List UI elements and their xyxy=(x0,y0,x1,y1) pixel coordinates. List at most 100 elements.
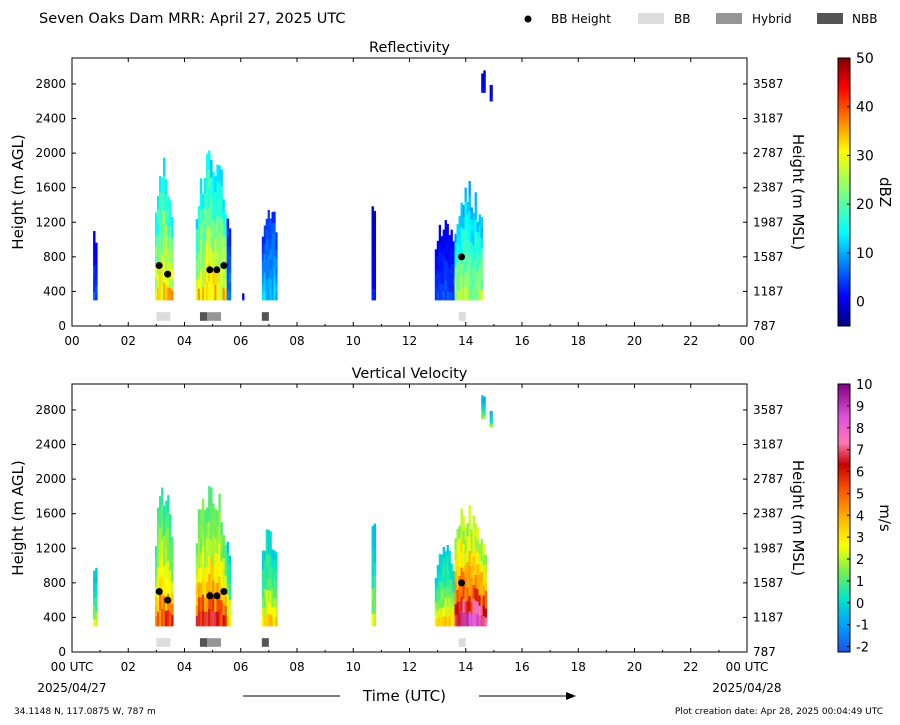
echo-pixel xyxy=(452,256,455,264)
echo-pixel xyxy=(204,208,207,224)
echo-pixel xyxy=(466,523,469,537)
echo-pixel xyxy=(169,287,172,301)
bb-height-marker xyxy=(213,592,221,600)
echo-pixel xyxy=(448,275,451,285)
echo-pixel xyxy=(167,248,170,262)
echo-pixel xyxy=(462,240,465,253)
echo-pixel xyxy=(464,215,467,231)
echo-pixel xyxy=(474,205,477,220)
echo-pixel xyxy=(438,243,442,254)
echo-pixel xyxy=(434,255,438,263)
legend-bb-height-marker xyxy=(524,15,532,23)
echo-pixel xyxy=(456,243,459,253)
echo-pixel xyxy=(265,601,268,615)
echo-pixel xyxy=(483,399,486,403)
echo-pixel xyxy=(468,195,471,212)
echo-pixel xyxy=(481,401,484,405)
echo-pixel xyxy=(216,215,219,233)
echo-pixel xyxy=(171,536,174,549)
echo-pixel xyxy=(472,212,475,224)
plot-creation-date: Plot creation date: Apr 28, 2025 00:04:4… xyxy=(675,707,883,717)
echo-pixel xyxy=(157,235,160,249)
echo-pixel xyxy=(171,547,174,560)
echo-pixel xyxy=(460,239,463,252)
echo-pixel xyxy=(446,233,449,244)
echo-pixel xyxy=(481,73,484,77)
echo-pixel xyxy=(436,595,440,604)
echo-pixel xyxy=(481,404,484,408)
echo-pixel xyxy=(464,243,467,259)
echo-pixel xyxy=(208,556,211,574)
y2-tick-label: 2787 xyxy=(753,472,784,486)
echo-pixel xyxy=(273,607,276,617)
echo-pixel xyxy=(450,273,453,283)
echo-pixel xyxy=(456,553,459,566)
x-tick-label: 18 xyxy=(571,660,586,674)
echo-pixel xyxy=(483,87,486,91)
bb-height-marker xyxy=(220,261,228,269)
echo-pixel xyxy=(269,543,272,556)
echo-pixel xyxy=(263,597,267,608)
echo-pixel xyxy=(489,97,493,100)
echo-pixel xyxy=(271,212,274,224)
echo-pixel xyxy=(464,613,467,627)
echo-pixel xyxy=(159,577,162,594)
echo-pixel xyxy=(165,224,168,240)
bb-type-bar xyxy=(261,312,269,321)
echo-pixel xyxy=(206,507,209,523)
echo-pixel xyxy=(93,282,96,292)
y-axis-label: Height (m AGL) xyxy=(9,134,27,249)
x-tick-label: 00 xyxy=(64,334,79,348)
echo-pixel xyxy=(206,522,209,538)
echo-pixel xyxy=(212,564,215,581)
echo-pixel xyxy=(480,593,483,605)
echo-pixel xyxy=(171,570,174,582)
echo-pixel xyxy=(210,282,213,301)
echo-pixel xyxy=(444,250,447,261)
echo-pixel xyxy=(195,553,199,565)
echo-pixel xyxy=(446,271,449,282)
echo-pixel xyxy=(440,260,443,269)
echo-pixel xyxy=(464,187,467,202)
echo-pixel xyxy=(263,616,267,627)
echo-pixel xyxy=(481,75,484,79)
echo-pixel xyxy=(95,271,98,279)
echo-pixel xyxy=(222,557,225,570)
echo-pixel xyxy=(275,257,278,267)
echo-pixel xyxy=(454,242,457,251)
echo-pixel xyxy=(214,176,217,192)
echo-pixel xyxy=(442,247,445,257)
echo-pixel xyxy=(442,264,445,274)
echo-pixel xyxy=(470,276,473,289)
echo-pixel xyxy=(478,564,481,575)
echo-pixel xyxy=(154,546,158,557)
bb-type-bar xyxy=(156,312,171,321)
echo-pixel xyxy=(275,561,278,571)
echo-pixel xyxy=(269,614,272,627)
echo-pixel xyxy=(489,419,493,422)
echo-pixel xyxy=(273,289,276,301)
echo-pixel xyxy=(263,550,267,561)
colorbar-tick-label: 9 xyxy=(856,400,864,415)
echo-pixel xyxy=(171,581,174,593)
echo-pixel xyxy=(210,212,213,231)
echo-pixel xyxy=(271,549,274,560)
echo-pixel xyxy=(159,253,162,270)
echo-pixel xyxy=(458,247,461,259)
echo-pixel xyxy=(218,493,221,511)
echo-pixel xyxy=(204,568,207,583)
echo-pixel xyxy=(165,547,168,564)
echo-pixel xyxy=(210,229,213,248)
echo-pixel xyxy=(448,291,451,301)
echo-pixel xyxy=(214,191,217,208)
echo-pixel xyxy=(169,200,172,214)
echo-pixel xyxy=(242,294,245,296)
echo-pixel xyxy=(371,525,374,539)
echo-pixel xyxy=(199,239,203,255)
echo-pixel xyxy=(275,607,278,618)
echo-pixel xyxy=(483,407,486,411)
echo-pixel xyxy=(199,553,203,569)
echo-pixel xyxy=(93,256,96,266)
echo-pixel xyxy=(448,251,451,260)
echo-pixel xyxy=(154,245,158,257)
